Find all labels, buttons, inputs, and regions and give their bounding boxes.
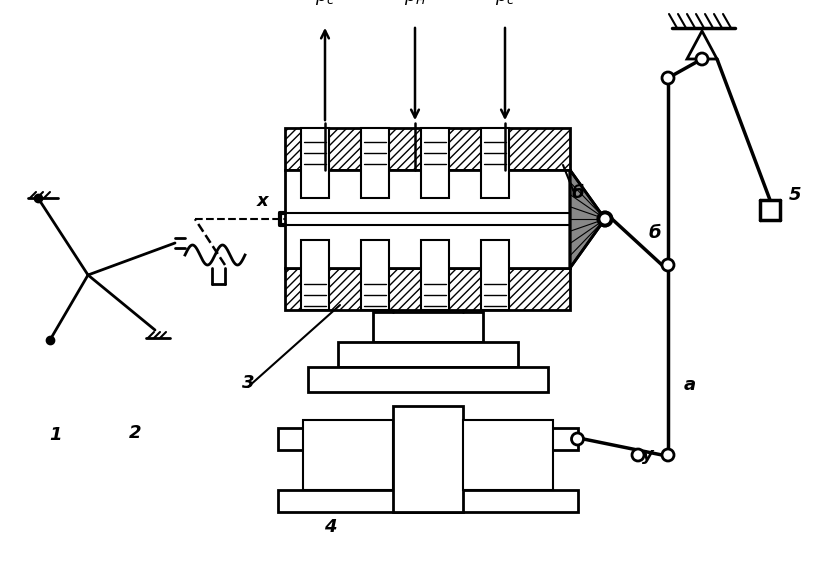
Bar (308, 367, 547, 392)
Text: б: б (648, 224, 662, 242)
Bar (285, 268, 570, 310)
Bar (278, 490, 577, 512)
Text: x: x (257, 192, 269, 210)
Bar (285, 128, 570, 170)
Bar (361, 240, 389, 310)
Circle shape (571, 433, 584, 445)
Circle shape (598, 212, 612, 226)
Bar (337, 342, 518, 367)
Bar (421, 240, 449, 310)
Circle shape (632, 449, 644, 461)
Bar (481, 240, 509, 310)
Bar (301, 240, 329, 310)
Bar (285, 170, 570, 268)
Text: y: y (642, 446, 654, 464)
Polygon shape (570, 170, 605, 268)
Bar (372, 312, 482, 342)
Circle shape (696, 53, 708, 65)
Bar (278, 428, 577, 450)
Bar (462, 420, 552, 490)
Text: б: б (571, 184, 585, 202)
Bar (393, 406, 462, 512)
Circle shape (599, 213, 611, 225)
Text: 3: 3 (241, 374, 254, 392)
Text: 4: 4 (323, 518, 337, 536)
Bar (301, 128, 329, 198)
Text: $p_c$: $p_c$ (495, 0, 515, 7)
Bar (361, 128, 389, 198)
Text: 5: 5 (789, 186, 801, 204)
Text: a: a (684, 376, 696, 394)
Text: 2: 2 (129, 424, 141, 442)
Text: $p_H$: $p_H$ (404, 0, 426, 7)
Circle shape (662, 449, 674, 461)
Bar (421, 128, 449, 198)
Text: 1: 1 (49, 426, 61, 444)
Bar (303, 420, 393, 490)
Circle shape (662, 72, 674, 84)
Text: $p_c$: $p_c$ (315, 0, 335, 7)
Circle shape (598, 212, 612, 226)
Circle shape (662, 259, 674, 271)
Bar (481, 128, 509, 198)
